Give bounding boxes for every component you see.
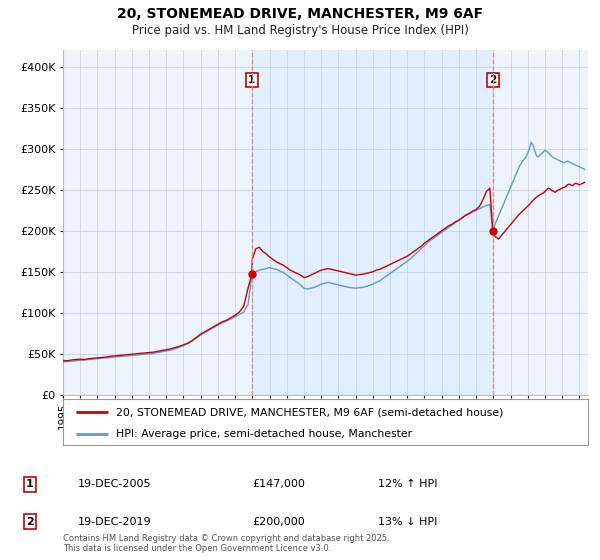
Text: 20, STONEMEAD DRIVE, MANCHESTER, M9 6AF: 20, STONEMEAD DRIVE, MANCHESTER, M9 6AF	[117, 7, 483, 21]
Text: 19-DEC-2005: 19-DEC-2005	[78, 479, 151, 489]
Text: Contains HM Land Registry data © Crown copyright and database right 2025.
This d: Contains HM Land Registry data © Crown c…	[63, 534, 389, 553]
Bar	[252, 50, 493, 395]
Text: 19-DEC-2019: 19-DEC-2019	[78, 517, 152, 527]
Text: 13% ↓ HPI: 13% ↓ HPI	[378, 517, 437, 527]
Text: 1: 1	[248, 74, 256, 85]
Text: 20, STONEMEAD DRIVE, MANCHESTER, M9 6AF (semi-detached house): 20, STONEMEAD DRIVE, MANCHESTER, M9 6AF …	[115, 407, 503, 417]
Text: Price paid vs. HM Land Registry's House Price Index (HPI): Price paid vs. HM Land Registry's House …	[131, 24, 469, 37]
Text: £147,000: £147,000	[252, 479, 305, 489]
Text: 2: 2	[26, 517, 34, 527]
Text: HPI: Average price, semi-detached house, Manchester: HPI: Average price, semi-detached house,…	[115, 429, 412, 438]
Text: £200,000: £200,000	[252, 517, 305, 527]
Text: 12% ↑ HPI: 12% ↑ HPI	[378, 479, 437, 489]
Text: 1: 1	[26, 479, 34, 489]
Text: 2: 2	[489, 74, 496, 85]
